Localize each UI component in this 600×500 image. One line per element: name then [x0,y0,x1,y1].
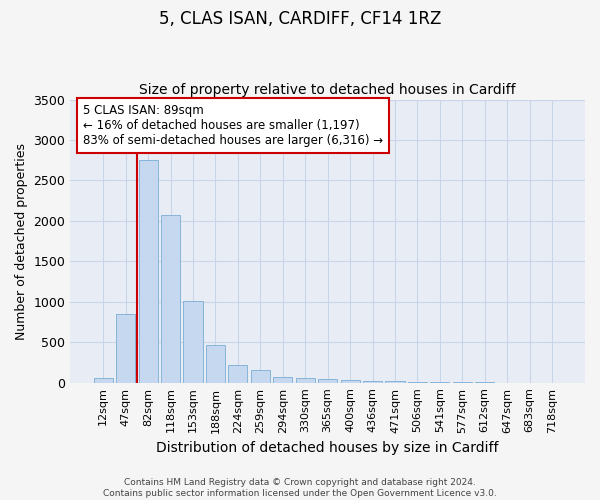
Bar [184,301,203,382]
Y-axis label: Number of detached properties: Number of detached properties [15,142,28,340]
Bar [206,345,225,383]
Bar [161,215,180,382]
Bar [341,380,359,382]
Title: Size of property relative to detached houses in Cardiff: Size of property relative to detached ho… [139,83,516,97]
Text: 5 CLAS ISAN: 89sqm
← 16% of detached houses are smaller (1,197)
83% of semi-deta: 5 CLAS ISAN: 89sqm ← 16% of detached hou… [83,104,383,147]
Bar [363,380,382,382]
Bar [273,378,292,382]
Text: Contains HM Land Registry data © Crown copyright and database right 2024.
Contai: Contains HM Land Registry data © Crown c… [103,478,497,498]
Bar [94,378,113,382]
Bar [139,160,158,382]
Bar [251,370,270,382]
Text: 5, CLAS ISAN, CARDIFF, CF14 1RZ: 5, CLAS ISAN, CARDIFF, CF14 1RZ [159,10,441,28]
X-axis label: Distribution of detached houses by size in Cardiff: Distribution of detached houses by size … [157,441,499,455]
Bar [229,366,247,382]
Bar [116,314,135,382]
Bar [296,378,315,382]
Bar [318,378,337,382]
